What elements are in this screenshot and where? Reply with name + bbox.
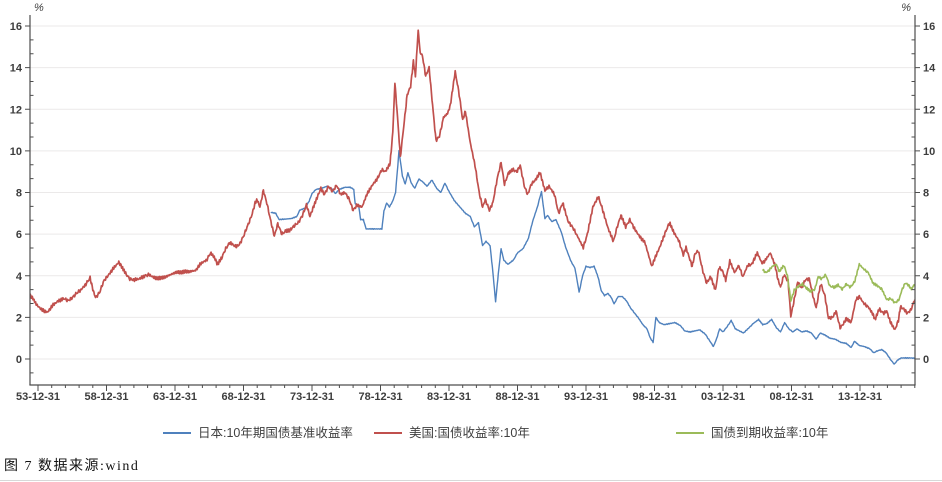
svg-text:%: %: [34, 2, 44, 14]
svg-text:78-12-31: 78-12-31: [358, 391, 402, 403]
svg-text:6: 6: [16, 229, 22, 241]
line-chart: 53-12-31 58-12-31 63-12-31 68-12-31 73-12-31…: [10, 2, 936, 403]
legend-item-us-10y: 美国:国债收益率:10年: [374, 424, 530, 442]
us-series-swatch: [374, 432, 402, 434]
svg-text:63-12-31: 63-12-31: [153, 391, 197, 403]
series-国债到期收益率:10年: [761, 262, 915, 304]
svg-text:98-12-31: 98-12-31: [632, 391, 676, 403]
axes: [29, 15, 916, 386]
svg-text:4: 4: [16, 271, 23, 283]
svg-text:13-12-31: 13-12-31: [838, 391, 882, 403]
series-美国:国债收益率:10年: [30, 29, 915, 331]
svg-text:53-12-31: 53-12-31: [16, 391, 60, 403]
svg-text:16: 16: [10, 21, 22, 33]
svg-text:8: 8: [923, 188, 929, 200]
svg-text:4: 4: [923, 271, 930, 283]
bottom-divider: [0, 480, 942, 481]
axis-ticks: [25, 25, 920, 391]
svg-text:10: 10: [10, 146, 22, 158]
svg-text:58-12-31: 58-12-31: [84, 391, 128, 403]
svg-text:73-12-31: 73-12-31: [290, 391, 334, 403]
japan-series-swatch: [163, 432, 191, 434]
china-series-swatch: [676, 432, 704, 434]
gridlines: [30, 25, 915, 360]
figure-caption: 图 7 数据来源:wind: [4, 459, 140, 474]
svg-text:68-12-31: 68-12-31: [221, 391, 265, 403]
svg-text:93-12-31: 93-12-31: [564, 391, 608, 403]
svg-text:2: 2: [923, 312, 929, 324]
svg-text:83-12-31: 83-12-31: [427, 391, 471, 403]
japan-series-label: 日本:10年期国债基准收益率: [198, 426, 353, 440]
svg-text:16: 16: [923, 21, 935, 33]
svg-text:0: 0: [16, 354, 22, 366]
svg-text:12: 12: [10, 104, 22, 116]
svg-text:03-12-31: 03-12-31: [701, 391, 745, 403]
legend-item-japan-10y: 日本:10年期国债基准收益率: [163, 424, 353, 442]
svg-text:14: 14: [10, 63, 23, 75]
svg-text:12: 12: [923, 104, 935, 116]
series-日本:10年期国债基准收益率: [270, 149, 915, 365]
svg-text:08-12-31: 08-12-31: [769, 391, 813, 403]
series-lines: [30, 29, 915, 365]
svg-text:%: %: [901, 2, 911, 14]
axis-labels: 53-12-31 58-12-31 63-12-31 68-12-31 73-12-31…: [10, 2, 936, 403]
svg-text:8: 8: [16, 188, 22, 200]
us-series-label: 美国:国债收益率:10年: [409, 426, 530, 440]
svg-text:88-12-31: 88-12-31: [495, 391, 539, 403]
svg-text:6: 6: [923, 229, 929, 241]
legend-item-china-10y: 国债到期收益率:10年: [676, 424, 828, 442]
chart-legend: 日本:10年期国债基准收益率 美国:国债收益率:10年 国债到期收益率:10年: [0, 424, 942, 444]
svg-text:14: 14: [923, 63, 936, 75]
svg-text:2: 2: [16, 312, 22, 324]
svg-text:10: 10: [923, 146, 935, 158]
svg-text:0: 0: [923, 354, 929, 366]
china-series-label: 国债到期收益率:10年: [711, 426, 829, 440]
